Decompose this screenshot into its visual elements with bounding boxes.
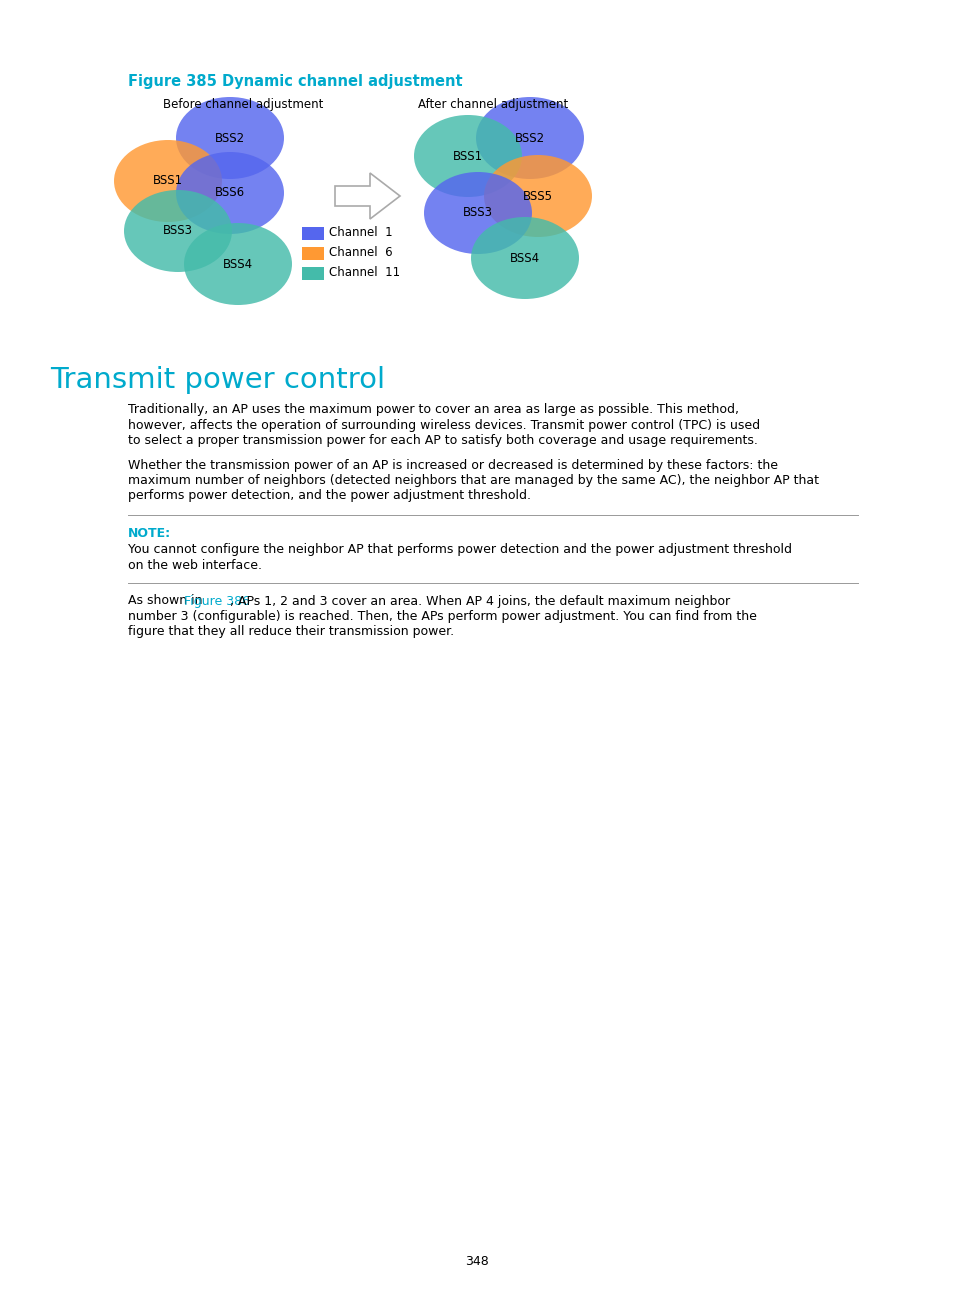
Text: Transmit power control: Transmit power control: [50, 365, 385, 394]
Text: Channel  1: Channel 1: [329, 227, 393, 240]
Ellipse shape: [423, 172, 532, 254]
Text: Before channel adjustment: Before channel adjustment: [163, 98, 323, 111]
Ellipse shape: [483, 156, 592, 237]
Text: 348: 348: [465, 1255, 488, 1267]
Ellipse shape: [113, 140, 222, 222]
Ellipse shape: [476, 97, 583, 179]
Text: BSS2: BSS2: [214, 131, 245, 144]
Text: You cannot configure the neighbor AP that performs power detection and the power: You cannot configure the neighbor AP tha…: [128, 543, 791, 556]
Text: BSS3: BSS3: [163, 224, 193, 237]
Text: BSS4: BSS4: [223, 258, 253, 271]
Text: BSS6: BSS6: [214, 187, 245, 200]
Text: to select a proper transmission power for each AP to satisfy both coverage and u: to select a proper transmission power fo…: [128, 434, 757, 447]
Text: maximum number of neighbors (detected neighbors that are managed by the same AC): maximum number of neighbors (detected ne…: [128, 474, 818, 487]
Text: however, affects the operation of surrounding wireless devices. Transmit power c: however, affects the operation of surrou…: [128, 419, 760, 432]
Bar: [302, 248, 324, 260]
Ellipse shape: [175, 97, 284, 179]
Bar: [302, 267, 324, 280]
Bar: [302, 227, 324, 240]
Ellipse shape: [175, 152, 284, 235]
Polygon shape: [335, 172, 399, 219]
Text: BSS2: BSS2: [515, 131, 544, 144]
Text: Figure 386: Figure 386: [184, 595, 250, 608]
Ellipse shape: [184, 223, 292, 305]
Text: BSS4: BSS4: [510, 251, 539, 264]
Text: figure that they all reduce their transmission power.: figure that they all reduce their transm…: [128, 626, 454, 639]
Text: performs power detection, and the power adjustment threshold.: performs power detection, and the power …: [128, 490, 531, 503]
Text: BSS5: BSS5: [522, 189, 553, 202]
Text: After channel adjustment: After channel adjustment: [417, 98, 568, 111]
Ellipse shape: [124, 191, 232, 272]
Text: Whether the transmission power of an AP is increased or decreased is determined : Whether the transmission power of an AP …: [128, 459, 778, 472]
Text: As shown in: As shown in: [128, 595, 206, 608]
Text: Channel  11: Channel 11: [329, 267, 399, 280]
Text: BSS3: BSS3: [462, 206, 493, 219]
Text: NOTE:: NOTE:: [128, 527, 171, 540]
Text: Figure 385 Dynamic channel adjustment: Figure 385 Dynamic channel adjustment: [128, 74, 462, 89]
Ellipse shape: [471, 216, 578, 299]
Text: on the web interface.: on the web interface.: [128, 559, 262, 572]
Text: Traditionally, an AP uses the maximum power to cover an area as large as possibl: Traditionally, an AP uses the maximum po…: [128, 403, 739, 416]
Text: , APs 1, 2 and 3 cover an area. When AP 4 joins, the default maximum neighbor: , APs 1, 2 and 3 cover an area. When AP …: [230, 595, 730, 608]
Ellipse shape: [414, 115, 521, 197]
Text: BSS1: BSS1: [453, 149, 482, 162]
Text: BSS1: BSS1: [152, 175, 183, 188]
Text: Channel  6: Channel 6: [329, 246, 393, 259]
Text: number 3 (configurable) is reached. Then, the APs perform power adjustment. You : number 3 (configurable) is reached. Then…: [128, 610, 756, 623]
